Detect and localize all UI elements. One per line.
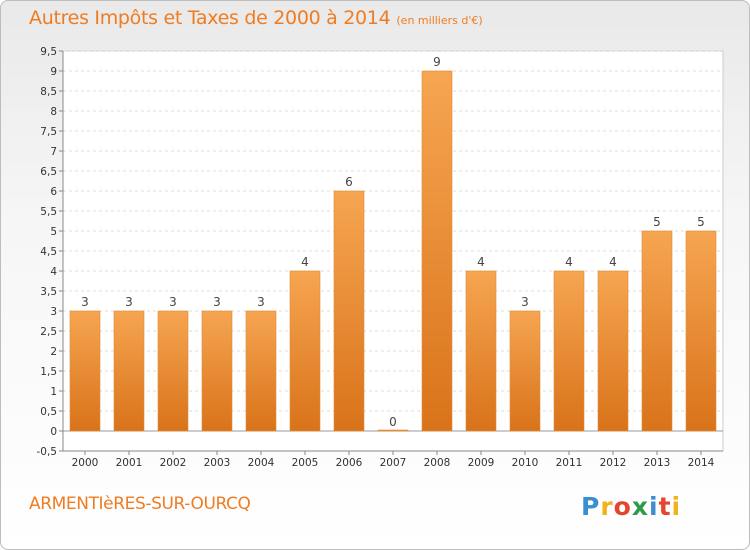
x-tick-label: 2012 (600, 457, 627, 469)
y-tick-label: 0,5 (40, 406, 57, 418)
svg-text:Proxiti: Proxiti (581, 492, 681, 521)
bar-value-label: 3 (213, 295, 221, 309)
bar-value-label: 0 (389, 415, 397, 429)
y-tick-label: 9 (50, 66, 57, 78)
y-tick-label: 4 (50, 266, 57, 278)
bar-value-label: 4 (301, 255, 309, 269)
title-text: Autres Impôts et Taxes de 2000 à 2014 (29, 7, 391, 29)
bar-value-label: 3 (257, 295, 265, 309)
bar (377, 429, 409, 432)
bar-value-label: 4 (609, 255, 617, 269)
bar (509, 310, 541, 432)
y-tick-label: 3 (50, 306, 57, 318)
bar (465, 270, 497, 432)
x-tick-label: 2004 (248, 457, 275, 469)
x-tick-label: 2008 (424, 457, 451, 469)
y-tick-label: 7 (50, 146, 57, 158)
y-tick-label: 6,5 (40, 166, 57, 178)
bar-value-label: 3 (169, 295, 177, 309)
y-tick-label: 9,5 (40, 46, 57, 58)
y-tick-label: 1 (50, 386, 57, 398)
bar (553, 270, 585, 432)
bar (69, 310, 101, 432)
bar (597, 270, 629, 432)
y-tick-label: 1,5 (40, 366, 57, 378)
y-tick-label: 8,5 (40, 86, 57, 98)
y-tick-label: 4,5 (40, 246, 57, 258)
bar (641, 230, 673, 432)
chart-subtitle: (en milliers d'€) (396, 14, 483, 27)
commune-name: ARMENTIèRES-SUR-OURCQ (29, 494, 251, 514)
x-tick-label: 2006 (336, 457, 363, 469)
x-tick-label: 2005 (292, 457, 319, 469)
y-tick-label: -0,5 (37, 446, 58, 458)
x-tick-label: 2001 (116, 457, 143, 469)
x-tick-label: 2013 (644, 457, 671, 469)
bar-value-label: 5 (653, 215, 661, 229)
bar-value-label: 9 (433, 55, 441, 69)
y-tick-label: 6 (50, 186, 57, 198)
bar-value-label: 3 (521, 295, 529, 309)
x-tick-label: 2014 (688, 457, 715, 469)
y-tick-label: 3,5 (40, 286, 57, 298)
x-tick-label: 2002 (160, 457, 187, 469)
x-tick-label: 2011 (556, 457, 583, 469)
bar-value-label: 5 (697, 215, 705, 229)
chart-title: Autres Impôts et Taxes de 2000 à 2014 (en… (29, 7, 483, 29)
bar-value-label: 4 (477, 255, 485, 269)
y-tick-label: 2,5 (40, 326, 57, 338)
y-tick-label: 5,5 (40, 206, 57, 218)
y-tick-label: 8 (50, 106, 57, 118)
bar-value-label: 3 (81, 295, 89, 309)
bar (289, 270, 321, 432)
x-tick-label: 2010 (512, 457, 539, 469)
bar (201, 310, 233, 432)
y-tick-label: 5 (50, 226, 57, 238)
x-tick-label: 2000 (72, 457, 99, 469)
bar (421, 70, 453, 432)
bar-value-label: 3 (125, 295, 133, 309)
bar (333, 190, 365, 432)
x-tick-label: 2009 (468, 457, 495, 469)
x-tick-label: 2007 (380, 457, 407, 469)
y-tick-label: 0 (50, 426, 57, 438)
x-tick-label: 2003 (204, 457, 231, 469)
bar (685, 230, 717, 432)
proxiti-logo: Proxiti (581, 492, 681, 521)
bar (113, 310, 145, 432)
bar (157, 310, 189, 432)
y-tick-label: 7,5 (40, 126, 57, 138)
bar-value-label: 6 (345, 175, 353, 189)
bar-value-label: 4 (565, 255, 573, 269)
y-tick-label: 2 (50, 346, 57, 358)
bar (245, 310, 277, 432)
